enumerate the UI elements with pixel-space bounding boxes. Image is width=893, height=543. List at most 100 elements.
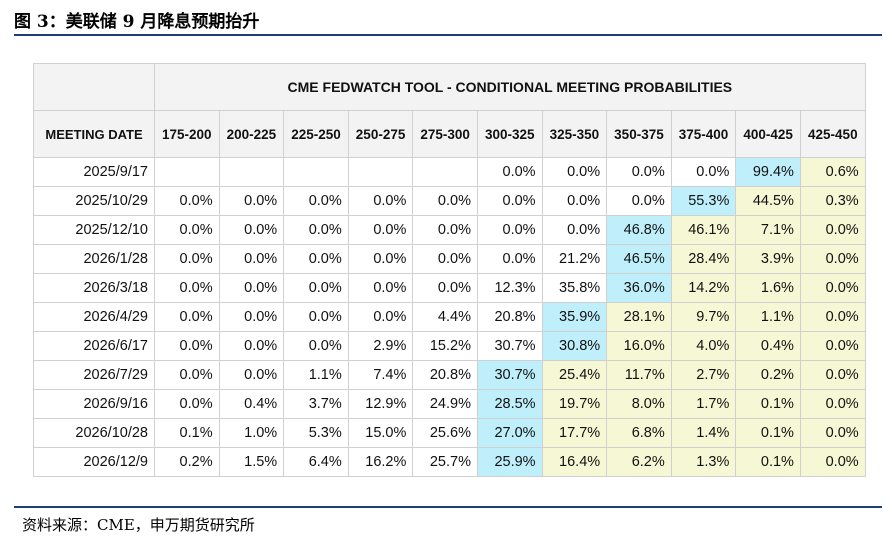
meeting-date-cell: 2026/3/18 [33,273,155,303]
table-row: 2026/10/28 0.1% 1.0% 5.3% 15.0% 25.6% 27.0% 17.… [33,418,866,448]
probability-cell: 0.0% [799,331,866,361]
probability-cell: 0.0% [799,447,866,477]
probability-cell: 0.0% [283,331,349,361]
probability-cell: 30.7% [476,360,543,390]
probability-cell: 0.0% [154,389,220,419]
probability-cell: 0.0% [283,215,349,245]
probability-cell: 35.8% [541,273,608,303]
figure-title: 图 3：美联储 9 月降息预期抬升 [14,12,260,32]
column-header-250-275: 250-275 [347,110,414,158]
probability-cell: 25.7% [412,447,478,477]
probability-cell: 0.0% [799,418,866,448]
probability-cell: 0.0% [283,273,349,303]
probability-cell: 1.1% [735,302,801,332]
probability-cell: 0.0% [347,273,414,303]
probability-cell: 0.0% [154,331,220,361]
table-row: 2026/3/18 0.0% 0.0% 0.0% 0.0% 0.0% 12.3% 35.8% 3… [33,273,866,303]
probability-cell: 1.0% [218,418,285,448]
probability-cell: 0.0% [347,215,414,245]
probability-cell: 0.0% [154,302,220,332]
probability-cell: 25.9% [476,447,543,477]
probability-cell: 0.1% [735,389,801,419]
probability-cell: 17.7% [541,418,608,448]
probability-cell: 0.1% [735,447,801,477]
table-row: 2026/1/28 0.0% 0.0% 0.0% 0.0% 0.0% 0.0% 21.2% 46… [33,244,866,274]
probability-cell: 1.1% [283,360,349,390]
probability-cell: 0.2% [154,447,220,477]
column-header-300-325: 300-325 [476,110,543,158]
probability-cell: 0.0% [218,273,285,303]
probability-cell: 27.0% [476,418,543,448]
probability-cell: 0.2% [735,360,801,390]
table-title-row: CME FEDWATCH TOOL - CONDITIONAL MEETING … [33,63,866,111]
column-header-325-350: 325-350 [541,110,608,158]
probability-cell: 46.8% [606,215,672,245]
meeting-date-cell: 2025/10/29 [33,186,155,216]
probability-cell: 0.0% [476,244,543,274]
probability-cell: 0.0% [799,389,866,419]
probability-cell: 0.1% [735,418,801,448]
probability-cell: 30.7% [476,331,543,361]
probability-cell: 0.0% [347,186,414,216]
meeting-date-cell: 2026/9/16 [33,389,155,419]
table-row: 2026/7/29 0.0% 0.0% 1.1% 7.4% 20.8% 30.7% 25.4%… [33,360,866,390]
probability-cell: 15.0% [347,418,414,448]
probability-cell: 0.0% [476,186,543,216]
probability-cell: 16.0% [606,331,672,361]
probability-cell: 24.9% [412,389,478,419]
probability-cell: 28.5% [476,389,543,419]
probability-cell: 0.0% [218,244,285,274]
table-row: 2025/10/29 0.0% 0.0% 0.0% 0.0% 0.0% 0.0% 0.0% 0.… [33,186,866,216]
probability-cell: 25.6% [412,418,478,448]
table-title: CME FEDWATCH TOOL - CONDITIONAL MEETING … [154,63,866,111]
probability-cell: 20.8% [476,302,543,332]
probability-cell: 21.2% [541,244,608,274]
probability-cell: 16.4% [541,447,608,477]
probability-cell: 1.4% [670,418,737,448]
probability-cell: 0.3% [799,186,866,216]
table-row: 2026/12/9 0.2% 1.5% 6.4% 16.2% 25.7% 25.9% 16.4… [33,447,866,477]
fedwatch-table-container: CME FEDWATCH TOOL - CONDITIONAL MEETING … [33,63,866,477]
table-body: 2025/9/17 0.0% 0.0% 0.0% 0.0% 99.4% 0.6% 2025/1… [33,157,866,477]
probability-cell: 0.0% [347,244,414,274]
probability-cell: 0.0% [154,360,220,390]
probability-cell: 16.2% [347,447,414,477]
probability-cell: 7.4% [347,360,414,390]
probability-cell: 55.3% [670,186,737,216]
probability-cell: 0.4% [735,331,801,361]
probability-cell: 0.0% [606,157,672,187]
probability-cell: 5.3% [283,418,349,448]
column-header-175-200: 175-200 [154,110,220,158]
probability-cell: 2.9% [347,331,414,361]
meeting-date-header: MEETING DATE [33,110,155,158]
column-header-350-375: 350-375 [606,110,672,158]
probability-cell: 0.0% [799,360,866,390]
probability-cell: 0.0% [606,186,672,216]
probability-cell: 0.0% [283,302,349,332]
probability-cell: 0.0% [412,244,478,274]
probability-cell: 14.2% [670,273,737,303]
probability-cell: 3.9% [735,244,801,274]
probability-cell: 0.0% [283,244,349,274]
probability-cell: 1.5% [218,447,285,477]
column-header-400-425: 400-425 [735,110,801,158]
table-row: 2026/9/16 0.0% 0.4% 3.7% 12.9% 24.9% 28.5% 19.7… [33,389,866,419]
fedwatch-probability-table: CME FEDWATCH TOOL - CONDITIONAL MEETING … [33,63,866,477]
probability-cell [218,157,285,187]
probability-cell: 0.4% [218,389,285,419]
probability-cell: 0.0% [347,302,414,332]
probability-cell: 0.0% [154,215,220,245]
probability-cell: 0.0% [476,157,543,187]
probability-cell: 4.4% [412,302,478,332]
probability-cell: 0.0% [218,186,285,216]
meeting-date-cell: 2026/10/28 [33,418,155,448]
column-header-200-225: 200-225 [218,110,285,158]
probability-cell: 0.0% [541,215,608,245]
source-note: 资料来源：CME，申万期货研究所 [22,516,255,534]
probability-cell: 7.1% [735,215,801,245]
probability-cell: 6.4% [283,447,349,477]
probability-cell [154,157,220,187]
probability-cell: 30.8% [541,331,608,361]
probability-cell: 0.0% [541,186,608,216]
probability-cell: 12.9% [347,389,414,419]
